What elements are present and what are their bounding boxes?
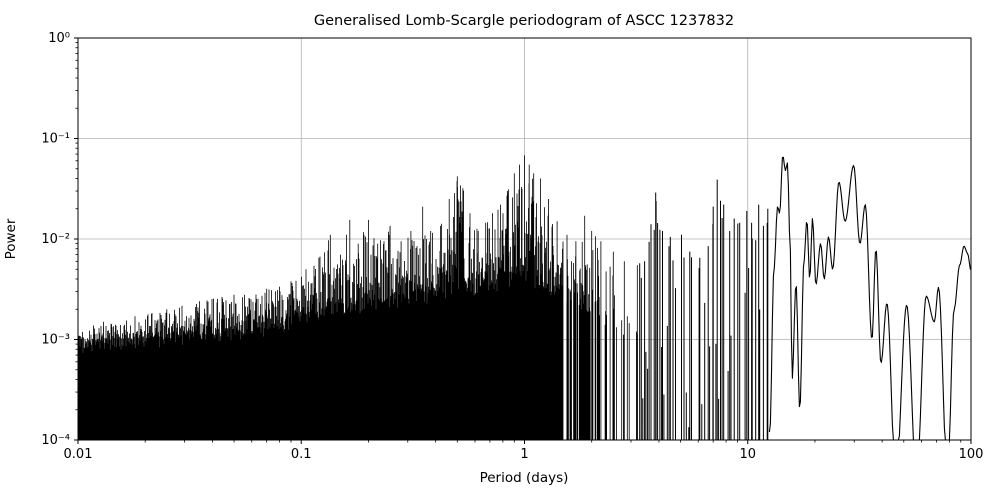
periodogram-sparse-trace (636, 179, 769, 440)
periodogram-dense-trace (77, 155, 638, 440)
chart-title: Generalised Lomb-Scargle periodogram of … (314, 13, 734, 29)
x-tick-label: 0.01 (64, 447, 93, 462)
y-tick-label: 10⁰ (48, 31, 70, 46)
y-axis-label: Power (3, 218, 19, 259)
axis-layer: 0.01 0.1 1 10 100 10⁰ 10⁻¹ 10⁻² 10⁻³ 10⁻⁴ (41, 31, 983, 462)
y-tick-label: 10⁻⁴ (41, 433, 70, 448)
periodogram-smooth-trace (768, 156, 971, 441)
x-tick-label: 1 (520, 447, 528, 462)
x-tick-label: 100 (959, 447, 984, 462)
y-tick-label: 10⁻³ (41, 333, 70, 348)
x-tick-label: 10 (739, 447, 756, 462)
data-layer (77, 155, 971, 441)
y-tick-label: 10⁻² (41, 232, 70, 247)
x-axis-label: Period (days) (480, 470, 569, 486)
x-tick-label: 0.1 (291, 447, 312, 462)
y-tick-label: 10⁻¹ (41, 132, 70, 147)
